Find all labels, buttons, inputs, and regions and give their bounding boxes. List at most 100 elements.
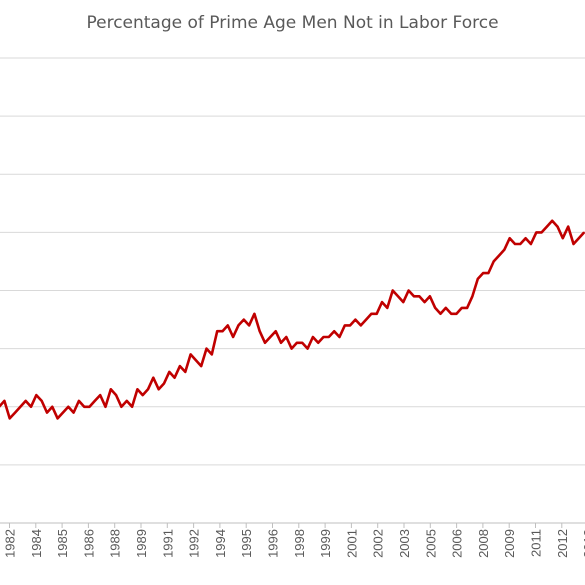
x-tick-label: 1982 bbox=[3, 529, 18, 558]
x-tick-label: 2008 bbox=[476, 529, 491, 558]
data-point bbox=[429, 295, 431, 298]
x-tick-label: 2011 bbox=[529, 529, 544, 557]
data-point bbox=[540, 231, 543, 234]
data-point bbox=[328, 336, 330, 338]
x-tick-label: 1988 bbox=[108, 529, 123, 558]
data-point bbox=[391, 289, 394, 292]
data-point bbox=[508, 237, 511, 239]
data-point bbox=[354, 318, 357, 321]
data-point bbox=[482, 272, 484, 274]
data-point bbox=[189, 353, 192, 356]
data-point bbox=[349, 324, 351, 327]
series-line bbox=[0, 219, 585, 420]
data-point bbox=[434, 307, 437, 309]
x-tick-label: 1996 bbox=[266, 529, 281, 558]
data-point bbox=[51, 406, 54, 408]
data-point bbox=[290, 347, 293, 350]
data-point bbox=[179, 365, 181, 367]
data-point bbox=[524, 237, 527, 239]
data-point bbox=[40, 400, 43, 402]
x-tick-label: 1992 bbox=[187, 529, 202, 558]
data-point bbox=[413, 295, 415, 298]
x-tick-label: 1989 bbox=[134, 529, 149, 558]
data-point bbox=[83, 406, 85, 408]
data-point bbox=[216, 330, 218, 333]
data-point bbox=[535, 231, 538, 234]
data-point bbox=[333, 330, 336, 333]
data-point bbox=[514, 243, 516, 245]
data-point bbox=[24, 400, 27, 402]
data-point bbox=[237, 324, 240, 327]
x-tick-label: 2003 bbox=[397, 529, 412, 558]
data-point bbox=[269, 336, 272, 338]
data-point bbox=[3, 400, 6, 402]
data-point bbox=[296, 342, 298, 344]
data-point bbox=[306, 347, 309, 350]
data-point bbox=[418, 295, 421, 298]
data-point bbox=[344, 324, 346, 327]
data-point bbox=[8, 417, 11, 420]
data-point bbox=[450, 313, 453, 315]
data-point bbox=[572, 243, 575, 245]
data-point bbox=[78, 400, 80, 402]
x-tick-label: 2001 bbox=[344, 529, 359, 558]
data-point bbox=[578, 237, 580, 239]
data-point bbox=[338, 336, 341, 338]
data-point bbox=[407, 289, 410, 292]
data-point bbox=[492, 260, 495, 263]
data-point bbox=[562, 237, 564, 239]
data-point bbox=[365, 318, 367, 321]
data-point bbox=[67, 406, 70, 408]
data-point bbox=[131, 406, 133, 408]
data-point bbox=[381, 301, 383, 303]
data-point bbox=[397, 295, 399, 298]
data-point bbox=[285, 336, 288, 338]
data-point bbox=[35, 394, 38, 396]
data-point bbox=[258, 330, 261, 333]
x-tick-label: 1986 bbox=[81, 529, 96, 558]
data-point bbox=[301, 342, 304, 344]
data-point bbox=[195, 359, 197, 362]
data-point bbox=[546, 225, 548, 228]
data-point bbox=[386, 307, 389, 309]
data-point bbox=[375, 313, 378, 315]
data-point bbox=[14, 411, 16, 414]
data-point bbox=[99, 394, 101, 396]
data-point bbox=[110, 388, 112, 391]
data-point bbox=[556, 225, 559, 228]
data-point bbox=[264, 342, 266, 344]
data-point bbox=[455, 313, 458, 315]
data-point bbox=[466, 307, 468, 309]
data-point bbox=[487, 272, 490, 274]
data-point bbox=[477, 278, 479, 280]
x-tick-label: 1995 bbox=[239, 529, 254, 558]
data-point bbox=[200, 365, 202, 367]
x-tick-label: 1998 bbox=[292, 529, 307, 558]
data-point bbox=[360, 324, 362, 327]
data-point bbox=[439, 313, 442, 315]
data-point bbox=[498, 254, 500, 257]
data-point bbox=[115, 394, 117, 396]
data-point bbox=[370, 313, 373, 315]
data-point bbox=[56, 417, 59, 420]
data-point bbox=[221, 330, 224, 333]
x-tick-label: 2002 bbox=[371, 529, 386, 558]
data-point bbox=[46, 411, 48, 414]
data-point bbox=[184, 371, 187, 373]
data-point bbox=[227, 324, 229, 327]
chart-title: Percentage of Prime Age Men Not in Labor… bbox=[86, 13, 499, 33]
data-point bbox=[19, 406, 22, 408]
data-point bbox=[423, 301, 426, 303]
data-point bbox=[104, 406, 107, 408]
x-tick-label: 2012 bbox=[555, 529, 570, 558]
x-tick-label: 2013 bbox=[581, 529, 585, 558]
data-point bbox=[253, 313, 256, 315]
data-point bbox=[471, 295, 474, 298]
x-tick-label: 1999 bbox=[318, 529, 333, 558]
data-point bbox=[30, 406, 32, 408]
data-point bbox=[503, 249, 506, 251]
data-point bbox=[211, 353, 213, 356]
data-point bbox=[120, 406, 123, 408]
data-point bbox=[519, 243, 522, 245]
